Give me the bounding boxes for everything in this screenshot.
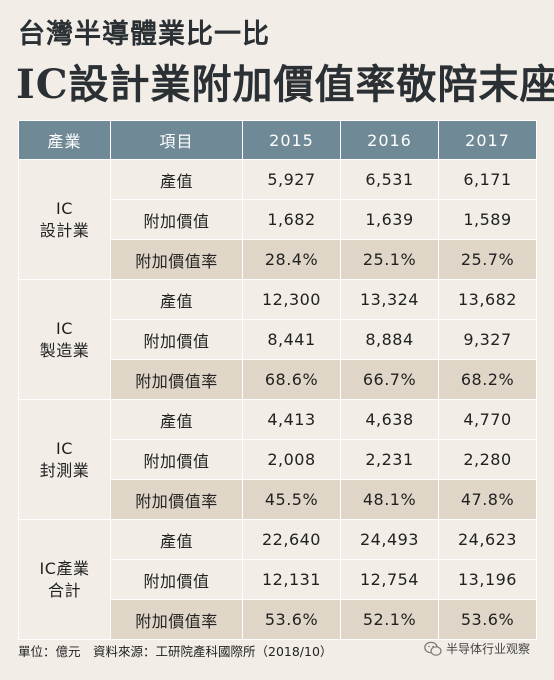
table-cell: 24,623 <box>438 519 537 560</box>
row-item-label: 附加價值 <box>110 439 243 480</box>
table-cell: 5,927 <box>242 159 341 200</box>
table-header-row: 產業 項目 2015 2016 2017 <box>18 120 537 160</box>
source-note: 單位：億元 資料來源：工研院產科國際所（2018/10） <box>18 644 333 659</box>
column-header-2017: 2017 <box>438 120 537 160</box>
table-cell: 24,493 <box>340 519 439 560</box>
table-row: 附加價值率 53.6% 52.1% 53.6% <box>19 599 537 640</box>
table-cell: 12,300 <box>242 279 341 320</box>
row-item-label: 產值 <box>110 159 243 200</box>
row-item-label: 附加價值率 <box>110 479 243 520</box>
watermark-text: 半导体行业观察 <box>446 642 531 656</box>
table-cell: 1,589 <box>438 199 537 240</box>
data-table: 產業 項目 2015 2016 2017 IC 設計業 產值 5,927 6,5… <box>18 120 537 640</box>
table-cell: 6,171 <box>438 159 537 200</box>
group-label-ic-packaging: IC 封測業 <box>18 399 111 520</box>
row-item-label: 產值 <box>110 519 243 560</box>
table-row: IC 製造業 產值 12,300 13,324 13,682 <box>18 279 537 400</box>
table-row: 附加價值率 45.5% 48.1% 47.8% <box>19 479 537 520</box>
table-cell: 2,008 <box>242 439 341 480</box>
group-label-line2: 設計業 <box>39 220 90 240</box>
row-item-label: 附加價值率 <box>110 599 243 640</box>
table-cell: 28.4% <box>242 239 341 280</box>
row-item-label: 附加價值 <box>110 199 243 240</box>
group-label-ic-total: IC產業 合計 <box>18 519 111 640</box>
table-cell: 8,884 <box>340 319 439 360</box>
table-cell: 52.1% <box>340 599 439 640</box>
headline-line1: 台灣半導體業比一比 <box>18 19 270 50</box>
table-cell: 13,682 <box>438 279 537 320</box>
table-cell: 1,682 <box>242 199 341 240</box>
table-cell: 13,324 <box>340 279 439 320</box>
table-cell: 12,754 <box>340 559 439 600</box>
table-cell: 9,327 <box>438 319 537 360</box>
headline-line2: IC設計業附加價值率敬陪末座 <box>16 61 554 108</box>
table-cell: 2,280 <box>438 439 537 480</box>
table-row: IC 設計業 產值 5,927 6,531 6,171 <box>18 159 537 280</box>
table-cell: 25.1% <box>340 239 439 280</box>
group-label-line2: 製造業 <box>39 340 90 360</box>
group-label-line1: IC <box>56 198 73 218</box>
group-label-line1: IC <box>56 438 73 458</box>
table-cell: 68.2% <box>438 359 537 400</box>
table-cell: 45.5% <box>242 479 341 520</box>
row-item-label: 產值 <box>110 279 243 320</box>
column-header-industry: 產業 <box>18 120 111 160</box>
row-item-label: 附加價值率 <box>110 359 243 400</box>
row-item-label: 附加價值 <box>110 319 243 360</box>
table-row: IC 封測業 產值 4,413 4,638 4,770 <box>18 399 537 520</box>
table-cell: 6,531 <box>340 159 439 200</box>
table-cell: 2,231 <box>340 439 439 480</box>
column-header-item: 項目 <box>110 120 243 160</box>
column-header-2016: 2016 <box>340 120 439 160</box>
table-cell: 25.7% <box>438 239 537 280</box>
table-cell: 13,196 <box>438 559 537 600</box>
group-label-ic-design: IC 設計業 <box>18 159 111 280</box>
wechat-icon <box>424 641 442 657</box>
table-cell: 53.6% <box>242 599 341 640</box>
table-row: 附加價值 1,682 1,639 1,589 <box>19 199 537 240</box>
group-label-line1: IC <box>56 318 73 338</box>
table-cell: 12,131 <box>242 559 341 600</box>
group-label-line2: 合計 <box>47 580 81 600</box>
watermark: 半导体行业观察 <box>424 640 530 657</box>
table-row: 附加價值率 28.4% 25.1% 25.7% <box>19 239 537 280</box>
row-item-label: 附加價值率 <box>110 239 243 280</box>
table-cell: 47.8% <box>438 479 537 520</box>
group-label-ic-manufacturing: IC 製造業 <box>18 279 111 400</box>
column-header-2015: 2015 <box>242 120 341 160</box>
table-cell: 53.6% <box>438 599 537 640</box>
table-cell: 4,638 <box>340 399 439 440</box>
group-label-line1: IC產業 <box>39 558 90 578</box>
table-row: 附加價值率 68.6% 66.7% 68.2% <box>19 359 537 400</box>
table-row: 附加價值 8,441 8,884 9,327 <box>19 319 537 360</box>
table-cell: 48.1% <box>340 479 439 520</box>
table-cell: 68.6% <box>242 359 341 400</box>
row-item-label: 產值 <box>110 399 243 440</box>
table-cell: 4,413 <box>242 399 341 440</box>
table-cell: 4,770 <box>438 399 537 440</box>
table-cell: 22,640 <box>242 519 341 560</box>
table-cell: 1,639 <box>340 199 439 240</box>
row-item-label: 附加價值 <box>110 559 243 600</box>
table-row: IC產業 合計 產值 22,640 24,493 24,623 <box>18 519 537 640</box>
table-cell: 66.7% <box>340 359 439 400</box>
group-label-line2: 封測業 <box>39 460 90 480</box>
table-cell: 8,441 <box>242 319 341 360</box>
table-row: 附加價值 12,131 12,754 13,196 <box>19 559 537 600</box>
